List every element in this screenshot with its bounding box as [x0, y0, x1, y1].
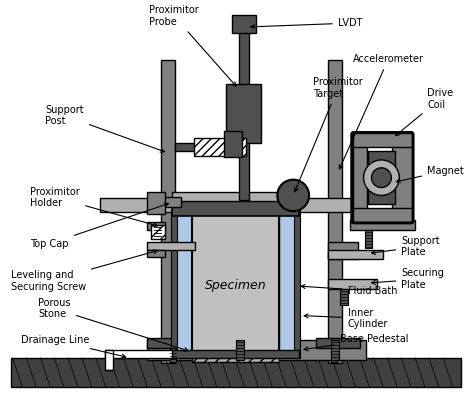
Bar — [316, 338, 360, 348]
Bar — [105, 350, 113, 370]
Text: Proximitor
Probe: Proximitor Probe — [149, 6, 236, 86]
Text: Drive
Coil: Drive Coil — [395, 88, 453, 136]
Bar — [238, 25, 248, 200]
Bar — [328, 60, 342, 363]
Text: Accelerometer: Accelerometer — [339, 55, 424, 169]
Bar — [147, 192, 165, 214]
Bar — [172, 192, 299, 201]
Text: Inner
Cylinder: Inner Cylinder — [304, 308, 388, 329]
Text: Proximitor
Target: Proximitor Target — [294, 77, 363, 192]
Bar — [172, 198, 299, 216]
Bar — [171, 210, 177, 358]
Bar — [236, 340, 244, 360]
Bar — [174, 212, 192, 355]
Bar — [147, 338, 191, 348]
Bar — [365, 230, 373, 248]
Circle shape — [372, 168, 392, 188]
Text: Base Pedestal: Base Pedestal — [304, 334, 408, 351]
Bar — [170, 348, 176, 362]
Bar — [232, 15, 255, 33]
Bar — [353, 208, 412, 222]
Bar — [170, 348, 176, 362]
Bar — [172, 350, 299, 358]
Bar — [147, 340, 365, 360]
Bar — [353, 134, 412, 147]
Bar — [226, 84, 262, 143]
Bar — [392, 143, 412, 212]
Bar — [194, 138, 246, 156]
Text: LVDT: LVDT — [251, 18, 362, 29]
Bar — [147, 242, 195, 250]
Text: Top Cap: Top Cap — [30, 203, 168, 248]
Bar — [353, 134, 412, 222]
Bar — [331, 348, 337, 362]
Bar — [151, 225, 165, 239]
Bar — [331, 340, 339, 360]
Bar — [367, 151, 395, 204]
Text: Securing
Plate: Securing Plate — [372, 268, 444, 290]
Bar — [328, 242, 357, 260]
Text: Specimen: Specimen — [205, 280, 266, 292]
Text: Proximitor
Holder: Proximitor Holder — [30, 186, 157, 227]
Bar — [340, 289, 348, 305]
Text: Fluid Bath: Fluid Bath — [301, 284, 397, 296]
Bar — [350, 220, 415, 230]
Bar — [360, 143, 399, 212]
Bar — [279, 212, 297, 355]
Bar — [353, 143, 366, 212]
Text: Porous
Stone: Porous Stone — [38, 298, 188, 352]
Bar — [147, 250, 165, 258]
Bar — [147, 222, 165, 230]
Bar — [105, 350, 172, 358]
Text: Magnet: Magnet — [396, 166, 464, 183]
Circle shape — [364, 160, 399, 196]
Bar — [161, 60, 175, 363]
Text: Support
Post: Support Post — [46, 105, 164, 152]
Bar — [151, 198, 181, 207]
Bar — [328, 250, 383, 260]
Bar — [100, 198, 377, 212]
Bar — [175, 143, 229, 151]
Bar — [10, 358, 461, 387]
Bar — [328, 279, 377, 289]
Circle shape — [277, 180, 309, 211]
Text: Support
Plate: Support Plate — [372, 236, 440, 258]
Bar — [224, 132, 242, 157]
Bar — [192, 212, 279, 355]
Text: Leveling and
Securing Screw: Leveling and Securing Screw — [10, 250, 157, 292]
Bar — [294, 210, 300, 358]
Bar — [192, 352, 279, 362]
Text: Drainage Line: Drainage Line — [20, 335, 126, 358]
